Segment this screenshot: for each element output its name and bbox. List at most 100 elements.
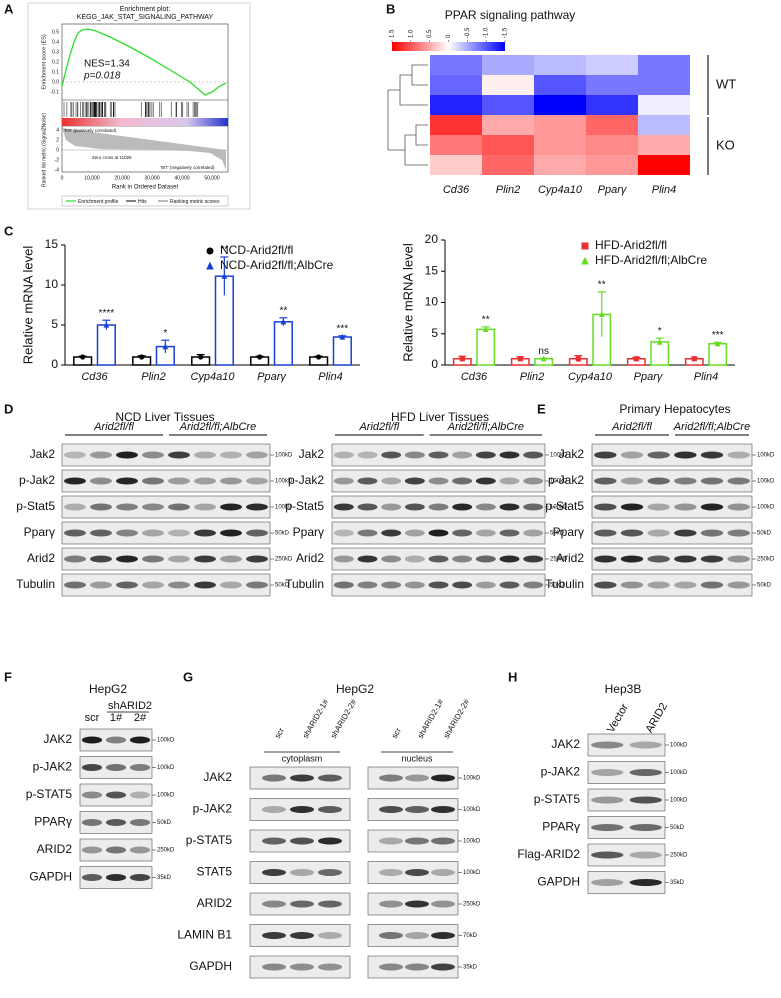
marker [206, 247, 214, 255]
lane-label: 1# [110, 712, 123, 724]
blot-band [142, 503, 164, 511]
blot-band [499, 555, 520, 563]
y-tick-label: 15 [425, 263, 439, 277]
y-tick-label: 0.4 [52, 39, 59, 45]
size-marker: 35kD [670, 880, 685, 886]
heatmap-cell [534, 155, 586, 175]
row-label: Pparγ [553, 525, 584, 539]
significance-label: ** [279, 305, 287, 316]
size-marker: 50kD [275, 583, 290, 589]
blot-band [81, 791, 103, 799]
chart-title: PPAR signaling pathway [445, 8, 576, 22]
heatmap-cell [586, 135, 638, 155]
x-tick-label: Cd36 [461, 371, 488, 383]
nes-label: NES=1.34 [84, 59, 130, 70]
row-label: PPARγ [34, 815, 72, 829]
y-axis-label: Relative mRNA level [20, 246, 35, 365]
legend-label: Ranking metric scores [170, 199, 220, 205]
row-label: Jak2 [299, 447, 325, 461]
x-tick-label: Cyp4a10 [190, 371, 235, 383]
blot-band [81, 846, 103, 854]
heatmap-cell [586, 115, 638, 135]
heatmap-cell [638, 55, 690, 75]
blot-band [333, 555, 354, 563]
heatmap-cell [534, 55, 586, 75]
x-tick-label: 0 [61, 175, 64, 181]
blot-band [64, 503, 86, 511]
heatmap-cell [534, 115, 586, 135]
blot-title: HepG2 [89, 682, 127, 696]
blot-band [452, 555, 473, 563]
y-tick-label: 0.0 [52, 79, 59, 85]
blot-band [262, 774, 286, 782]
x-tick-label: Pparγ [634, 371, 664, 383]
y-tick-label: 10 [425, 295, 439, 309]
size-marker: 70kD [463, 933, 478, 939]
blot-band [290, 774, 314, 782]
rank-gradient [62, 118, 228, 126]
blot-band [674, 503, 697, 511]
blot-band [90, 451, 112, 459]
blot-band [523, 503, 544, 511]
blot-band [647, 529, 670, 537]
blot-band [647, 581, 670, 589]
blot-band [381, 555, 402, 563]
blot-band [290, 932, 314, 939]
blot-band [428, 555, 449, 563]
blot-band [262, 932, 286, 939]
blot-band [129, 791, 151, 799]
heatmap-cell [586, 155, 638, 175]
heatmap-cell [586, 95, 638, 115]
blot-band [452, 529, 473, 537]
panel-letter: H [508, 669, 517, 684]
heatmap-cell [638, 135, 690, 155]
blot-band [475, 529, 496, 537]
blot-band [404, 477, 425, 485]
blot-band [194, 451, 216, 459]
colorbar-tick-label: -1.5 [503, 27, 509, 38]
blot-band [499, 477, 520, 485]
size-marker: 100kD [463, 839, 481, 845]
blot-band [116, 529, 138, 537]
blot-band [379, 806, 403, 813]
y-tick-label: 5 [431, 326, 438, 340]
row-label: JAK2 [203, 770, 232, 784]
column-label: Cyp4a10 [538, 184, 583, 196]
marker [103, 321, 110, 328]
blot-band [452, 451, 473, 459]
size-marker: 100kD [275, 505, 293, 511]
blot-band [318, 837, 342, 845]
group-label: shARID2 [108, 700, 152, 712]
blot-band [674, 477, 697, 485]
y-tick-label: 5 [51, 317, 58, 331]
blot-band [220, 555, 242, 563]
size-marker: 35kD [463, 965, 478, 971]
blot-band [105, 846, 127, 854]
blot-band [333, 529, 354, 537]
blot-band [405, 869, 429, 876]
blot-band [431, 806, 455, 813]
y-axis-label: Relative mRNA level [400, 243, 415, 362]
heatmap-cell [482, 115, 534, 135]
blot-band [168, 529, 190, 537]
blot-band [591, 824, 624, 831]
y-tick-label: 0.1 [52, 69, 59, 75]
blot-band [105, 874, 127, 881]
marker [316, 354, 322, 360]
blot-band [290, 869, 314, 876]
blot-band [64, 451, 86, 459]
blot-band [674, 555, 697, 563]
group-label: Arid2fl/fl;AlbCre [447, 421, 524, 433]
blot-band [620, 477, 644, 485]
blot-band [379, 774, 403, 782]
blot-band [357, 477, 378, 485]
column-label: Plin2 [496, 184, 520, 196]
row-label: PPARγ [542, 820, 580, 834]
blot-band [64, 477, 86, 485]
size-marker: 50kD [275, 531, 290, 537]
blot-band [262, 900, 286, 908]
blot-title: Hep3B [605, 682, 642, 696]
legend-label: NCD-Arid2fl/fl [220, 243, 293, 257]
panel-letter: A [4, 1, 14, 16]
